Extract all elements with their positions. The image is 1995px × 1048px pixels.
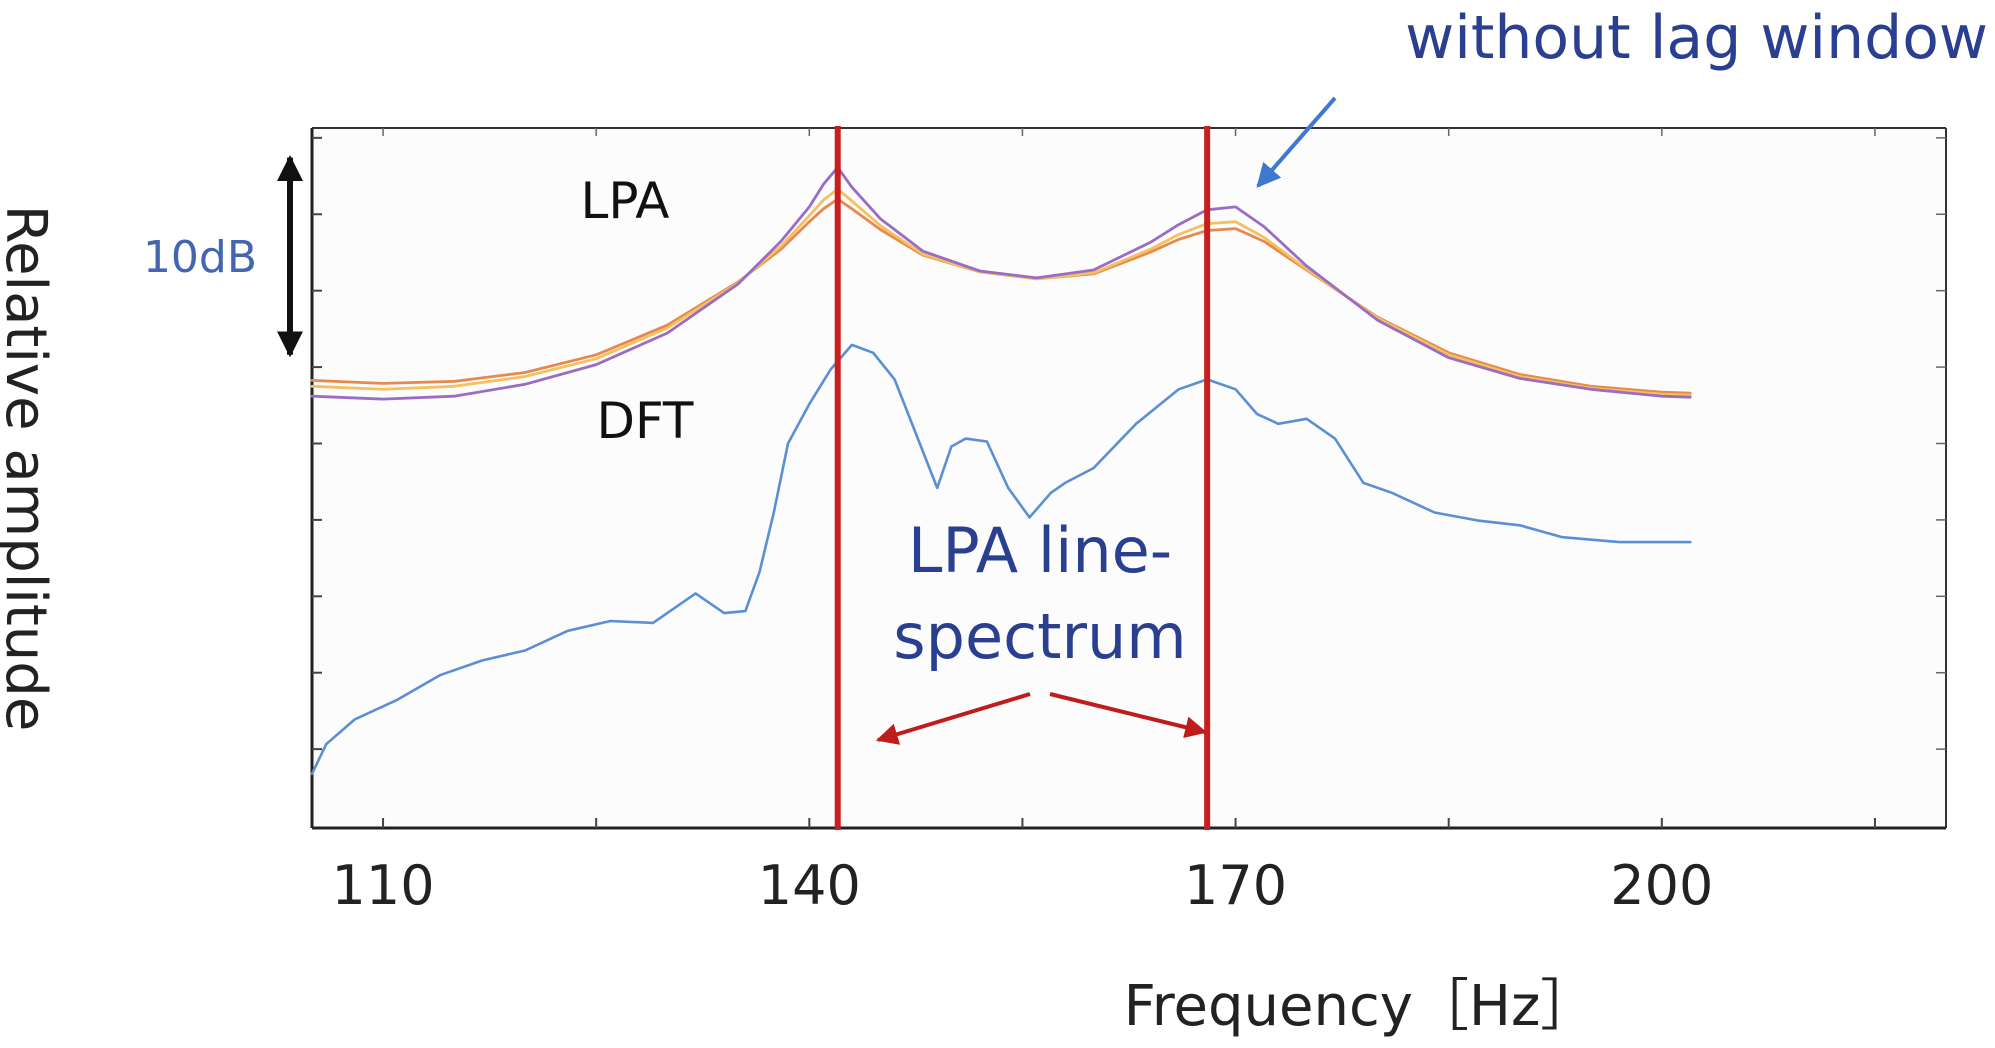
series-line-lpa — [310, 165, 1692, 401]
line-spectrum-arrow-right — [1049, 692, 1208, 738]
lag-window-arrow — [1256, 96, 1337, 188]
line-spectrum-lines — [834, 126, 1211, 830]
y-axis-ticks — [312, 136, 1946, 751]
x-tick-label: 140 — [758, 854, 861, 917]
lpa-label: LPA — [580, 172, 669, 230]
line-spectrum-arrow-left — [875, 692, 1031, 745]
x-tick-label: 110 — [332, 854, 435, 917]
x-tick-label: 170 — [1184, 854, 1287, 917]
line-spectrum-label-2: spectrum — [893, 600, 1186, 673]
series-line-dft — [310, 343, 1692, 776]
x-tick-label: 200 — [1610, 854, 1713, 917]
lag-window-label: without lag window — [1405, 3, 1988, 73]
dft-label: DFT — [597, 392, 694, 450]
x-axis-ticks: 110 140 170 200 — [332, 128, 1876, 917]
y-axis-label: Relative amplitude — [0, 205, 58, 732]
line-spectrum-label-1: LPA line- — [908, 514, 1172, 587]
series-layer — [310, 165, 1692, 776]
scale-bar-label: 10dB — [143, 232, 257, 283]
plot-area — [312, 128, 1946, 828]
x-axis-label: Frequency［Hz］ — [1124, 974, 1597, 1039]
